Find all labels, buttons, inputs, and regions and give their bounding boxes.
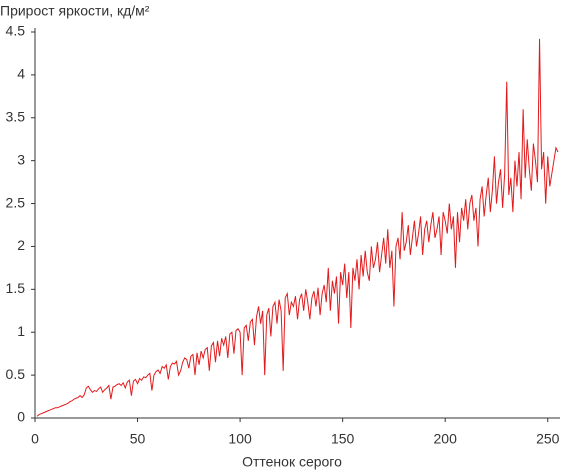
data-line: [36, 38, 559, 417]
x-axis-label: Оттенок серого: [242, 454, 342, 470]
x-tick-label: 50: [130, 431, 146, 447]
y-tick-label: 4.5: [6, 23, 26, 39]
y-tick-label: 0.5: [6, 366, 26, 382]
chart-title: Прирост яркости, кд/м²: [0, 3, 150, 19]
y-tick-label: 1.5: [6, 280, 26, 296]
x-tick-label: 200: [434, 431, 458, 447]
y-tick-label: 1: [17, 323, 25, 339]
y-tick-label: 4: [17, 66, 25, 82]
y-tick-label: 2: [17, 237, 25, 253]
x-tick-label: 250: [536, 431, 560, 447]
x-tick-label: 100: [228, 431, 252, 447]
y-tick-label: 3.5: [6, 108, 26, 124]
y-tick-label: 0: [17, 409, 25, 425]
y-tick-label: 2.5: [6, 194, 26, 210]
y-tick-label: 3: [17, 151, 25, 167]
x-tick-label: 0: [31, 431, 39, 447]
x-tick-label: 150: [331, 431, 355, 447]
